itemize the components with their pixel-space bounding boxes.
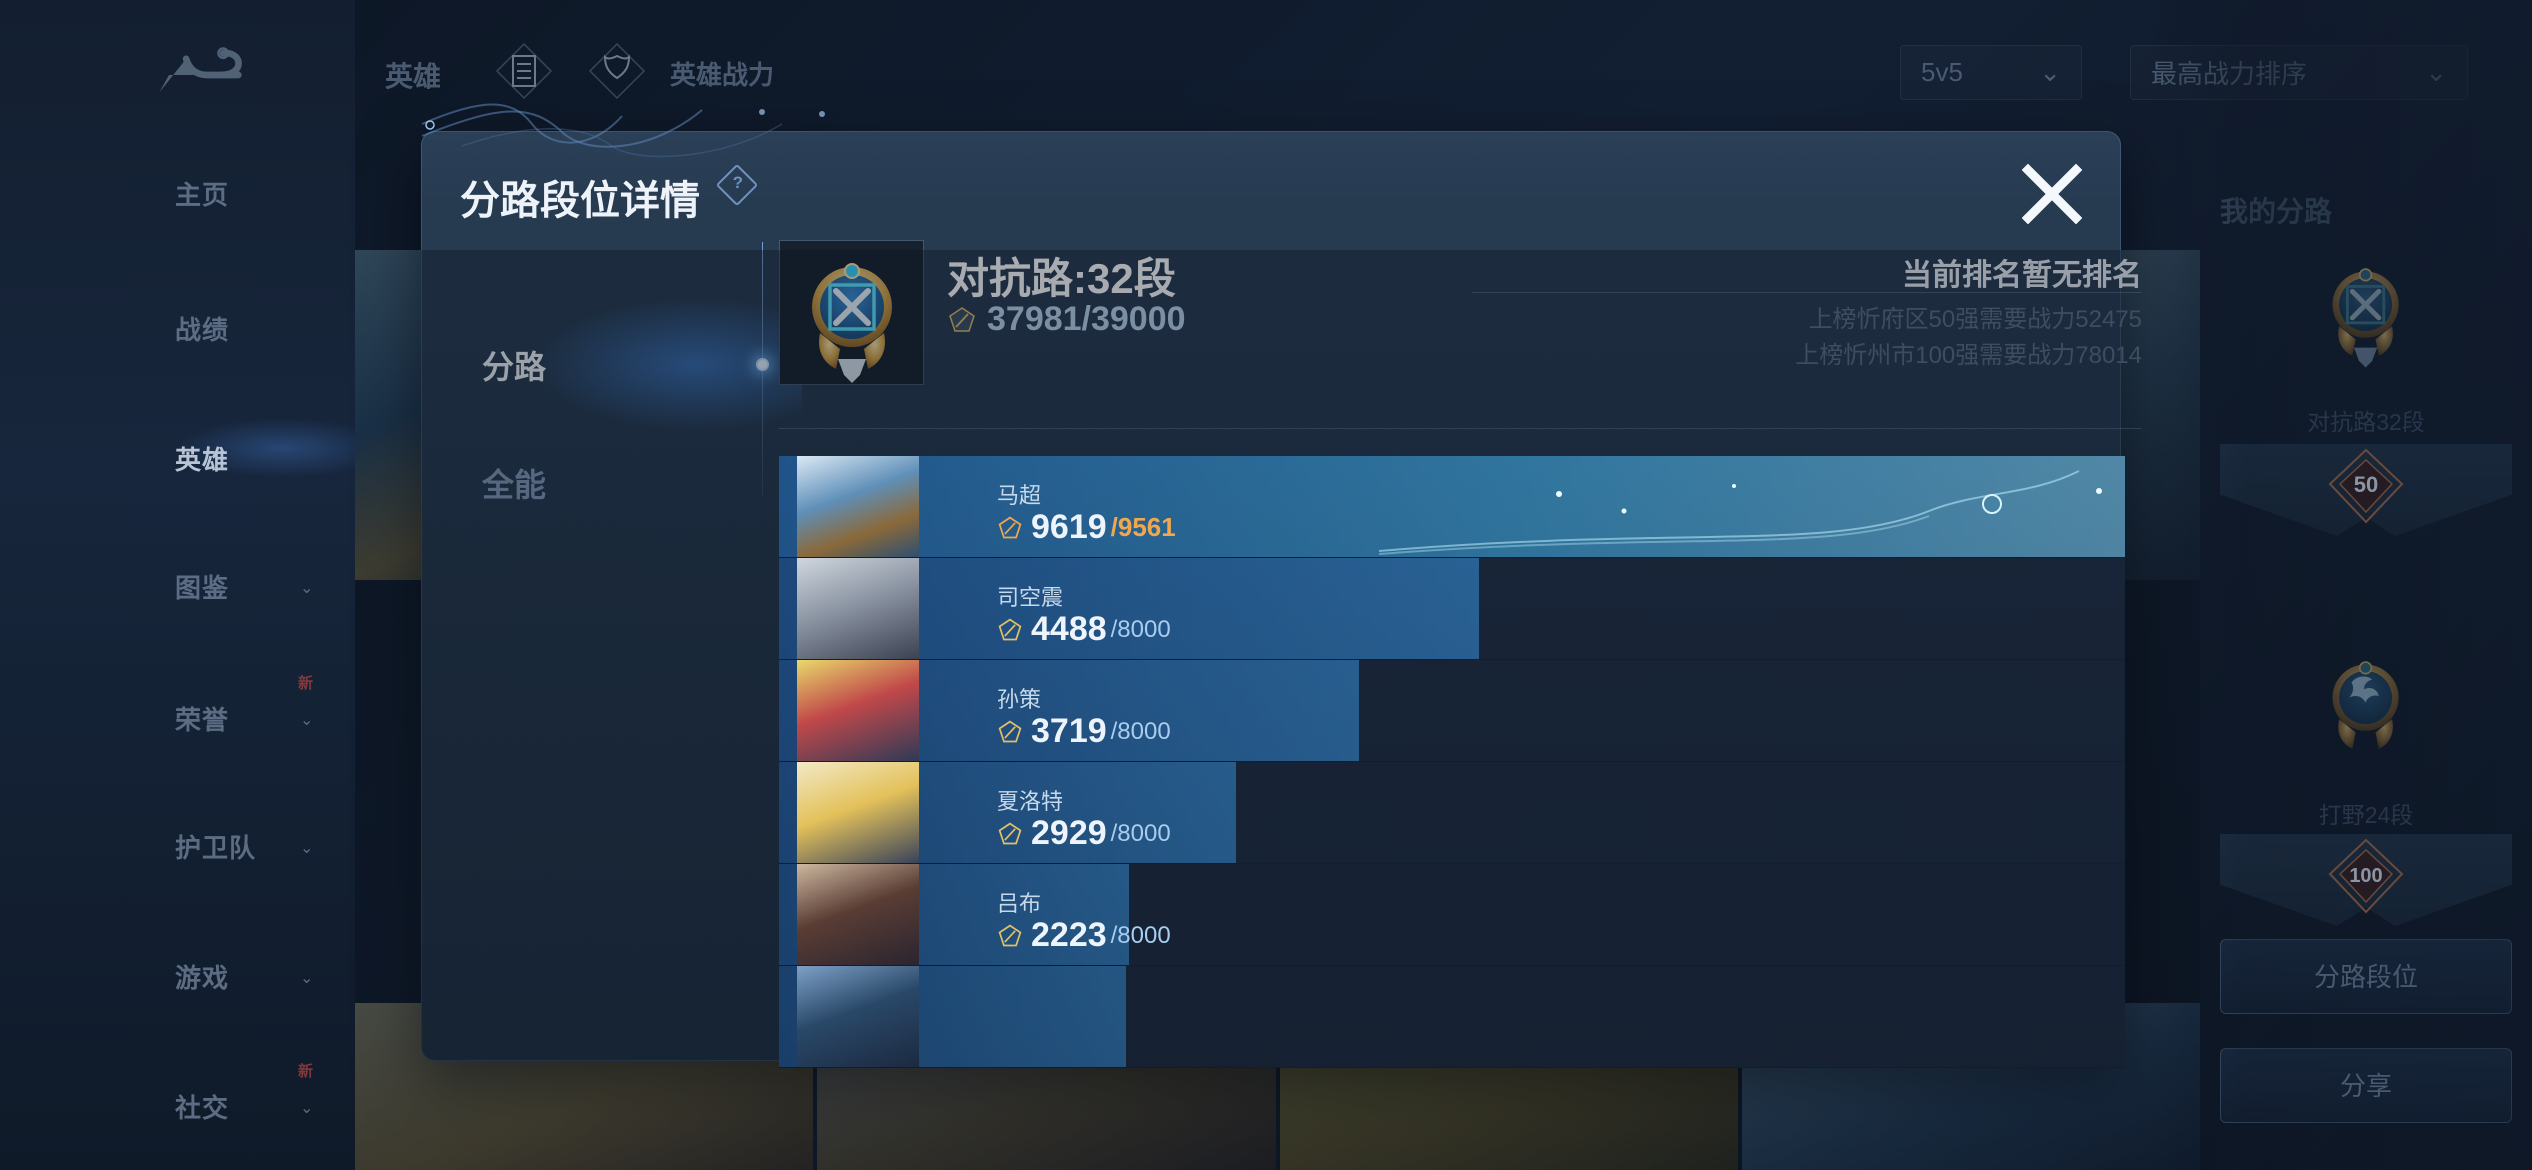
svg-text:100: 100	[2349, 865, 2382, 887]
svg-text:50: 50	[2354, 472, 2378, 497]
